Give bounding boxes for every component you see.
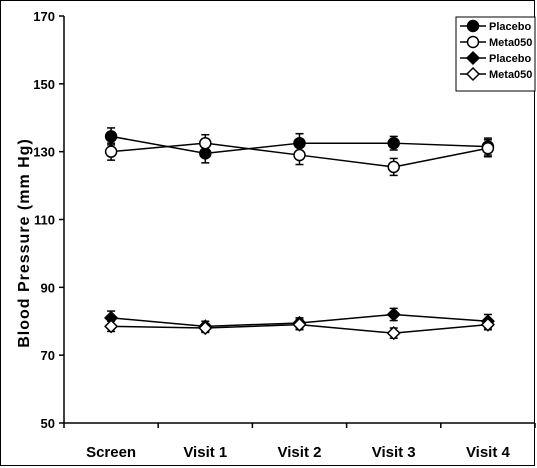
legend: Placebo Meta050 Placebo Meta050 — [455, 16, 536, 92]
data-point — [387, 136, 400, 150]
x-tick-label: Visit 2 — [278, 444, 322, 461]
data-point — [386, 307, 401, 322]
y-tick-label: 70 — [41, 348, 55, 363]
data-point — [386, 326, 401, 341]
data-point — [293, 148, 306, 162]
data-point — [387, 160, 400, 174]
y-tick-label: 150 — [33, 77, 55, 92]
x-tick-label: Visit 3 — [372, 444, 416, 461]
data-point — [104, 145, 118, 158]
data-point — [292, 317, 307, 332]
series-2 — [104, 133, 495, 177]
series-4 — [104, 317, 495, 341]
data-point — [480, 317, 495, 332]
legend-label: Placebo — [489, 21, 531, 33]
legend-label: Meta050 — [489, 37, 532, 49]
data-point — [104, 319, 119, 334]
y-tick-label: 90 — [41, 280, 55, 295]
data-point — [104, 130, 118, 143]
x-tick-label: Visit 1 — [183, 444, 227, 461]
data-point — [198, 320, 213, 336]
data-point — [481, 142, 495, 155]
legend-marker — [465, 50, 481, 66]
legend-marker — [465, 66, 481, 82]
legend-label: Placebo — [489, 53, 531, 65]
y-tick-label: 110 — [34, 213, 55, 228]
y-tick-label: 170 — [33, 9, 55, 24]
data-point — [199, 136, 212, 150]
y-tick-label: 130 — [33, 145, 55, 160]
y-axis-title: Blood Pressure (mm Hg) — [16, 138, 33, 348]
y-tick-label: 50 — [41, 416, 55, 431]
legend-marker — [466, 19, 480, 33]
x-tick-label: Visit 4 — [466, 444, 511, 461]
legend-marker — [466, 35, 480, 49]
x-tick-label: Screen — [86, 444, 136, 461]
legend-label: Meta050 — [489, 69, 532, 81]
